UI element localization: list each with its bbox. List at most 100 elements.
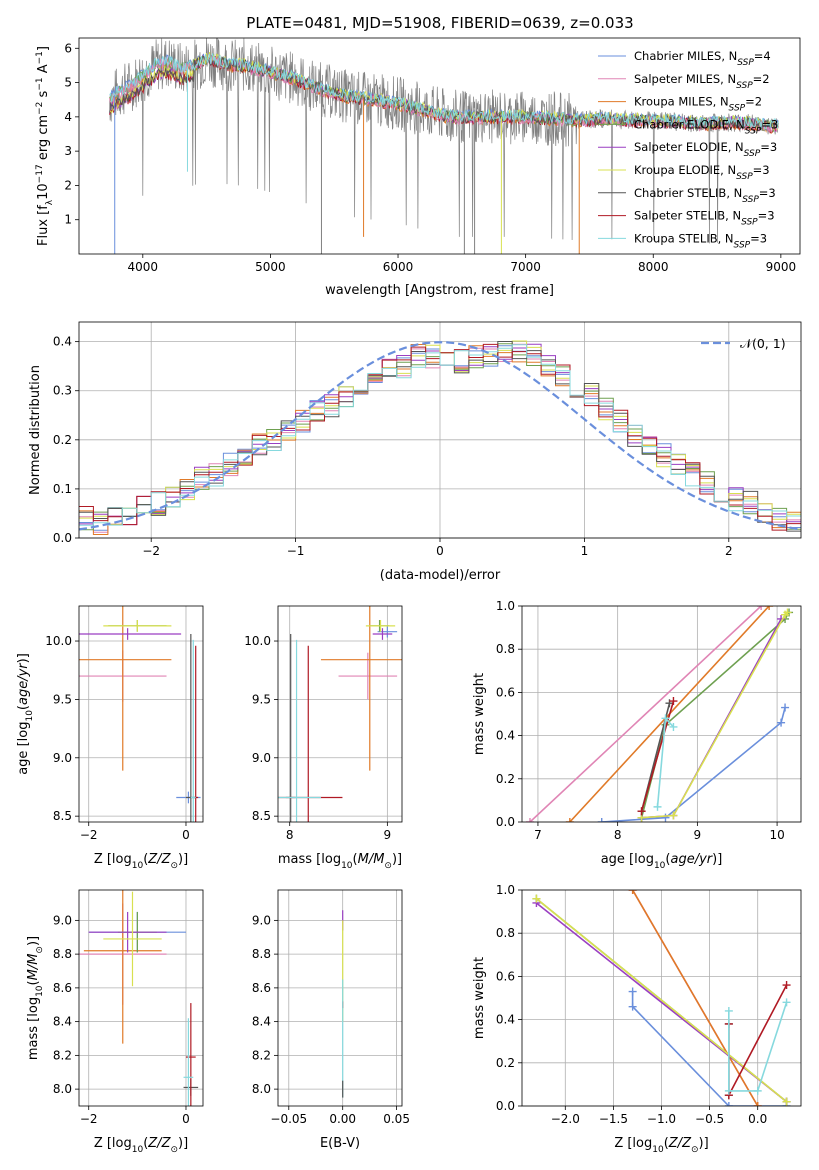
y-tick-label: 0.3	[53, 384, 72, 398]
weight-marker	[753, 1086, 762, 1095]
y-tick-label: 8.5	[252, 809, 271, 823]
weight-marker	[628, 987, 637, 996]
weight-line	[535, 897, 788, 1103]
x-tick-label: −1	[287, 544, 305, 558]
weight-marker	[669, 697, 678, 706]
x-tick-label: 9	[384, 828, 392, 842]
y-axis-label: Flux [fλ10−17 erg cm−2 s−1 A−1]	[35, 46, 55, 246]
legend-label: 𝒩(0, 1)	[740, 336, 786, 351]
y-tick-label: 0.2	[496, 772, 515, 786]
y-tick-label: 8.0	[252, 1082, 271, 1096]
weight-marker	[782, 981, 791, 990]
y-tick-label: 9.0	[252, 913, 271, 927]
y-tick-label: 8.4	[53, 1015, 72, 1029]
legend-label: Chabrier MILES, NSSP=4	[634, 49, 771, 68]
x-tick-label: 0.05	[383, 1112, 410, 1126]
panel-weight-vs-Z: −2.0 −1.5 −1.0 −0.5 0.0 0.0 0.2 0.4 0.6 0.8 1.0 Z […	[472, 883, 802, 1155]
weight-marker	[724, 1086, 733, 1095]
axes-frame	[78, 321, 802, 539]
x-tick-label: 0.0	[748, 1112, 767, 1126]
panel-age-vs-mass: 8 9 8.5 9.0 9.5 10.0 mass [log10(M/M⊙)]	[244, 605, 403, 871]
y-tick-label: 3	[64, 144, 72, 158]
y-tick-label: 9.0	[53, 751, 72, 765]
legend-label: Salpeter STELIB, NSSP=3	[634, 209, 775, 228]
plot-area	[79, 340, 801, 535]
y-tick-label: 0.6	[496, 685, 515, 699]
y-tick-label: 8.6	[252, 981, 271, 995]
axes-frame	[277, 605, 403, 823]
axes-frame	[277, 889, 403, 1107]
y-tick-label: 1.0	[496, 883, 515, 897]
y-tick-label: 8.8	[53, 947, 72, 961]
plot-area	[278, 606, 402, 822]
weight-marker	[724, 1102, 733, 1106]
weight-marker	[661, 813, 670, 822]
weight-marker	[628, 890, 637, 894]
y-tick-label: 0.1	[53, 482, 72, 496]
weight-marker	[661, 714, 670, 723]
y-axis-label: mass weight	[472, 957, 487, 1039]
y-tick-label: 6	[64, 41, 72, 55]
legend-label: Salpeter ELODIE, NSSP=3	[634, 140, 777, 159]
x-tick-label: −1.5	[599, 1112, 628, 1126]
axes-frame	[78, 605, 204, 823]
x-tick-label: 0	[182, 828, 190, 842]
x-tick-label: 7000	[510, 260, 541, 274]
y-tick-label: 2	[64, 178, 72, 192]
panel-mass-vs-Z: −2 0 8.0 8.2 8.4 8.6 8.8 9.0 Z [log10(Z/Z⊙)] mass…	[26, 889, 204, 1155]
plot-area	[109, 38, 779, 254]
weight-line	[656, 716, 675, 807]
panel-spectrum: 4000 5000 6000 7000 8000 9000 1 2 3 4 5 6 wavelength…	[35, 37, 801, 298]
weight-marker	[765, 606, 774, 610]
y-tick-label: 8.6	[53, 981, 72, 995]
panel-mass-vs-ebv: −0.05 0.00 0.05 8.0 8.2 8.4 8.6 8.8 9.0 E(B-V)	[252, 889, 410, 1151]
legend-label: Chabrier ELODIE, NSSP=3	[634, 117, 778, 136]
y-tick-label: 8.8	[252, 947, 271, 961]
weight-marker	[777, 718, 786, 727]
plot-area	[525, 606, 794, 822]
x-tick-label: 1	[581, 544, 589, 558]
x-tick-label: −0.05	[270, 1112, 307, 1126]
y-tick-label: 0.6	[496, 969, 515, 983]
weight-marker	[628, 1002, 637, 1011]
x-axis-label: Z [log10(Z/Z⊙)]	[614, 1136, 708, 1155]
legend-label: Kroupa ELODIE, NSSP=3	[634, 163, 770, 182]
x-tick-label: 0.00	[329, 1112, 356, 1126]
weight-line	[728, 1002, 788, 1092]
y-tick-label: 9.5	[53, 692, 72, 706]
y-tick-label: 8.2	[252, 1048, 271, 1062]
x-axis-label: Z [log10(Z/Z⊙)]	[94, 1136, 188, 1155]
y-tick-label: 0.4	[496, 1013, 515, 1027]
weight-marker	[782, 998, 791, 1007]
y-axis-label: age [log10(age/yr)]	[16, 653, 35, 775]
x-axis-label: age [log10(age/yr)]	[601, 852, 723, 871]
weight-marker	[724, 1006, 733, 1015]
weight-marker	[782, 1097, 791, 1106]
y-tick-label: 0.8	[496, 926, 515, 940]
x-tick-label: 0	[182, 1112, 190, 1126]
weight-marker	[597, 818, 606, 822]
x-tick-label: 8	[614, 828, 622, 842]
weight-marker	[669, 811, 678, 820]
axes-frame	[78, 889, 204, 1107]
weight-line	[631, 991, 787, 1106]
x-tick-label: 0	[436, 544, 444, 558]
x-axis-label: mass [log10(M/M⊙)]	[278, 852, 402, 871]
y-tick-label: 0.0	[496, 815, 515, 829]
weight-marker	[757, 606, 766, 610]
x-tick-label: 9	[694, 828, 702, 842]
y-axis-label: mass weight	[472, 673, 487, 755]
axes-frame	[521, 889, 802, 1107]
plot-area	[79, 606, 201, 822]
y-tick-label: 1.0	[496, 599, 515, 613]
weight-marker	[565, 818, 574, 822]
x-axis-label: (data-model)/error	[380, 568, 501, 583]
y-tick-label: 0.8	[496, 642, 515, 656]
weight-line	[640, 700, 675, 812]
panel-age-vs-Z: −2 0 8.5 9.0 9.5 10.0 Z [log10(Z/Z⊙)] age [log1…	[16, 605, 204, 871]
x-tick-label: −0.5	[695, 1112, 724, 1126]
weight-marker	[532, 894, 541, 903]
weight-marker	[783, 608, 792, 617]
x-tick-label: 4000	[128, 260, 159, 274]
